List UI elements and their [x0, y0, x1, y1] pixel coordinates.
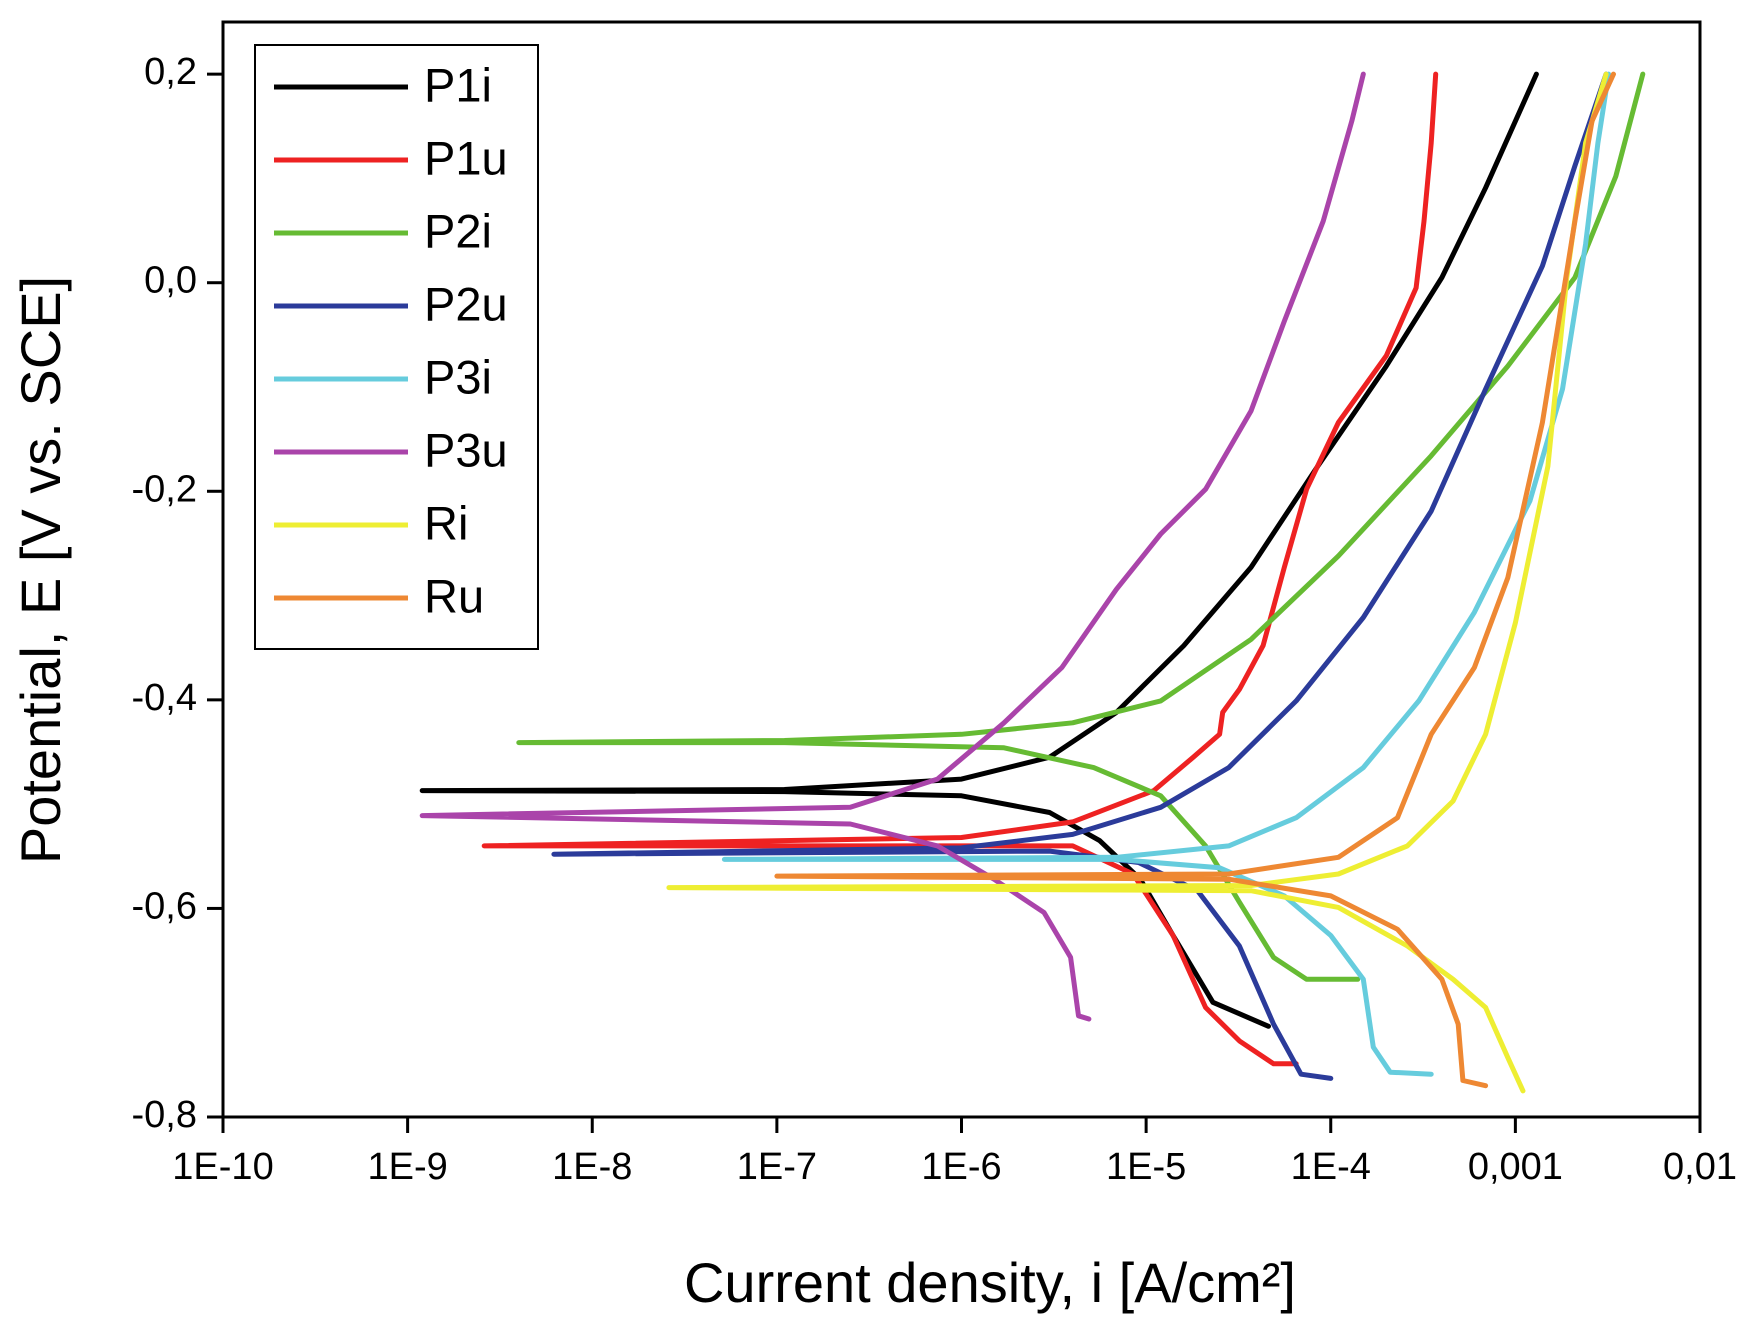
- legend-box: [254, 44, 539, 650]
- data-line: [419, 71, 1539, 1029]
- x-tick-label: 0,001: [1468, 1146, 1563, 1188]
- x-tick-label: 1E-7: [737, 1146, 817, 1188]
- legend-label: Ru: [424, 569, 484, 622]
- x-tick-label: 1E-5: [1106, 1146, 1186, 1188]
- legend-label: Ri: [424, 496, 468, 549]
- legend-label: P3u: [424, 423, 508, 476]
- legend-label: P2i: [424, 204, 492, 257]
- legend-label: P3i: [424, 350, 492, 403]
- y-tick-label: -0,8: [132, 1094, 197, 1136]
- x-tick-label: 1E-10: [172, 1146, 273, 1188]
- x-tick-label: 1E-4: [1291, 1146, 1371, 1188]
- x-tick-label: 0,01: [1663, 1146, 1737, 1188]
- legend-label: P1u: [424, 131, 508, 184]
- y-tick-label: -0,6: [132, 885, 197, 927]
- data-line: [551, 71, 1609, 1081]
- x-tick-label: 1E-9: [367, 1146, 447, 1188]
- x-tick-label: 1E-8: [552, 1146, 632, 1188]
- data-line: [666, 71, 1609, 1094]
- x-axis-title: Current density, i [A/cm²]: [684, 1251, 1296, 1314]
- y-tick-label: 0,2: [144, 51, 197, 93]
- data-line: [721, 71, 1612, 1077]
- y-tick-label: -0,4: [132, 677, 197, 719]
- y-axis-title: Potential, E [V vs. SCE]: [9, 276, 72, 864]
- data-line: [419, 71, 1366, 1022]
- data-line: [481, 71, 1439, 1067]
- y-tick-label: -0,2: [132, 468, 197, 510]
- x-tick-label: 1E-6: [921, 1146, 1001, 1188]
- y-tick-label: 0,0: [144, 260, 197, 302]
- data-line: [774, 71, 1616, 1089]
- legend-label: P1i: [424, 58, 492, 111]
- legend-label: P2u: [424, 277, 508, 330]
